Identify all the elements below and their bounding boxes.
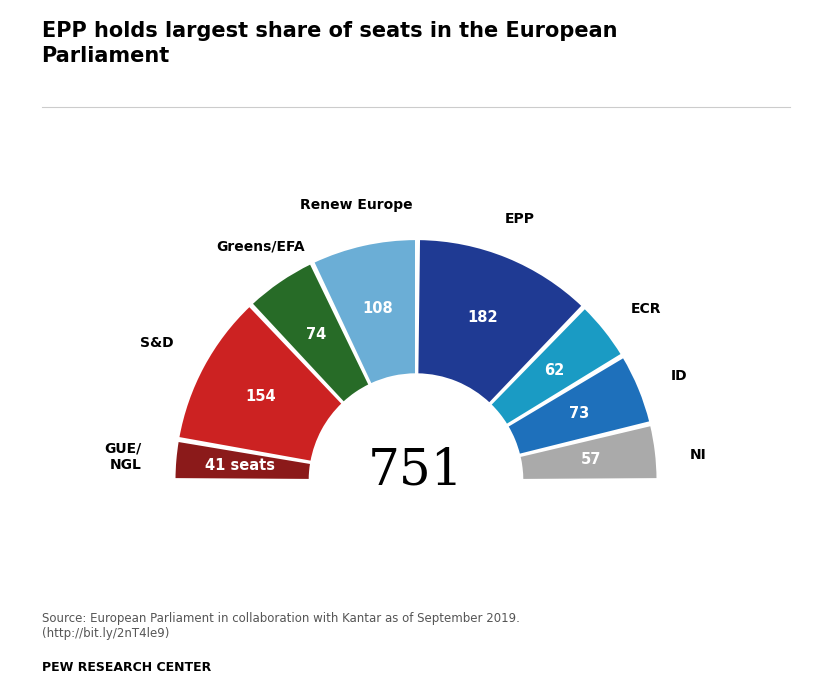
Text: S&D: S&D [140, 336, 174, 350]
Text: Renew Europe: Renew Europe [300, 198, 413, 212]
Text: 73: 73 [569, 406, 589, 421]
Text: EPP holds largest share of seats in the European
Parliament: EPP holds largest share of seats in the … [42, 21, 617, 66]
Wedge shape [508, 357, 651, 455]
Wedge shape [313, 239, 416, 385]
Text: 57: 57 [582, 452, 602, 467]
Text: 108: 108 [362, 301, 393, 316]
Text: ECR: ECR [631, 302, 661, 316]
Text: 74: 74 [306, 327, 326, 343]
Text: 41 seats: 41 seats [205, 458, 275, 473]
Wedge shape [490, 308, 622, 425]
Text: ID: ID [671, 369, 687, 383]
Wedge shape [519, 425, 657, 480]
Text: Source: European Parliament in collaboration with Kantar as of September 2019.
(: Source: European Parliament in collabora… [42, 612, 519, 640]
Wedge shape [178, 306, 343, 462]
Text: GUE/
NGL: GUE/ NGL [104, 442, 141, 472]
Text: PEW RESEARCH CENTER: PEW RESEARCH CENTER [42, 661, 210, 674]
Text: 182: 182 [468, 309, 498, 325]
Text: 154: 154 [245, 390, 275, 404]
Text: NI: NI [690, 448, 706, 462]
Text: 62: 62 [544, 363, 564, 378]
Text: 751: 751 [369, 446, 463, 495]
Wedge shape [418, 239, 582, 403]
Text: EPP: EPP [505, 212, 535, 226]
Wedge shape [175, 441, 311, 480]
Text: Greens/EFA: Greens/EFA [216, 239, 305, 253]
Wedge shape [251, 263, 369, 403]
